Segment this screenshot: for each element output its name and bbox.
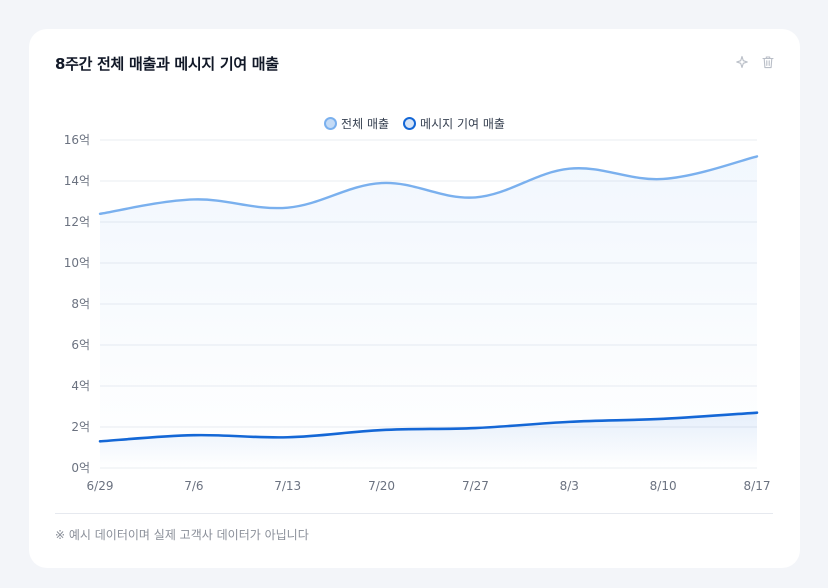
x-tick-label: 7/13 <box>274 479 301 493</box>
series-line-total <box>98 155 759 215</box>
legend-swatch-message <box>403 117 417 130</box>
series-line-message <box>98 411 759 443</box>
y-tick-label: 14억 <box>64 174 90 188</box>
x-tick-label: 8/17 <box>744 479 771 493</box>
legend-swatch-total <box>324 117 338 130</box>
x-tick-label: 7/6 <box>184 479 203 493</box>
y-tick-label: 6억 <box>71 338 90 352</box>
footnote: ※ 예시 데이터이며 실제 고객사 데이터가 아닙니다 <box>55 528 309 542</box>
x-tick-label: 8/3 <box>560 479 579 493</box>
legend-item-message[interactable]: 메시지 기여 매출 <box>403 115 505 132</box>
y-tick-label: 16억 <box>64 133 90 147</box>
legend-item-total[interactable]: 전체 매출 <box>324 115 389 132</box>
sparkle-icon[interactable] <box>736 55 748 69</box>
chart-legend: 전체 매출 메시지 기여 매출 <box>29 115 800 132</box>
x-tick-label: 6/29 <box>87 479 114 493</box>
x-tick-label: 7/20 <box>368 479 395 493</box>
series-area-total <box>100 156 757 468</box>
card-title: 8주간 전체 매출과 메시지 기여 매출 <box>55 55 279 73</box>
card-actions <box>736 55 774 69</box>
y-tick-label: 4억 <box>71 379 90 393</box>
footer-divider <box>55 513 773 514</box>
chart-card: 8주간 전체 매출과 메시지 기여 매출 전체 매출 메시지 기여 매출 0억 2… <box>29 29 800 568</box>
series-area-message <box>100 412 757 468</box>
x-tick-label: 8/10 <box>650 479 677 493</box>
y-tick-label: 8억 <box>71 297 90 311</box>
x-tick-label: 7/27 <box>462 479 489 493</box>
line-chart: 0억 2억 4억 6억 8억 10억 12억 14억 16억 6/29 7/6 7/13 7/20 7/2… <box>64 133 771 493</box>
y-tick-label: 2억 <box>71 420 90 434</box>
y-tick-label: 12억 <box>64 215 90 229</box>
trash-icon[interactable] <box>762 55 774 69</box>
legend-label-total: 전체 매출 <box>341 117 390 131</box>
legend-label-message: 메시지 기여 매출 <box>420 117 505 131</box>
y-tick-label: 0억 <box>71 461 90 475</box>
y-tick-label: 10억 <box>64 256 90 270</box>
